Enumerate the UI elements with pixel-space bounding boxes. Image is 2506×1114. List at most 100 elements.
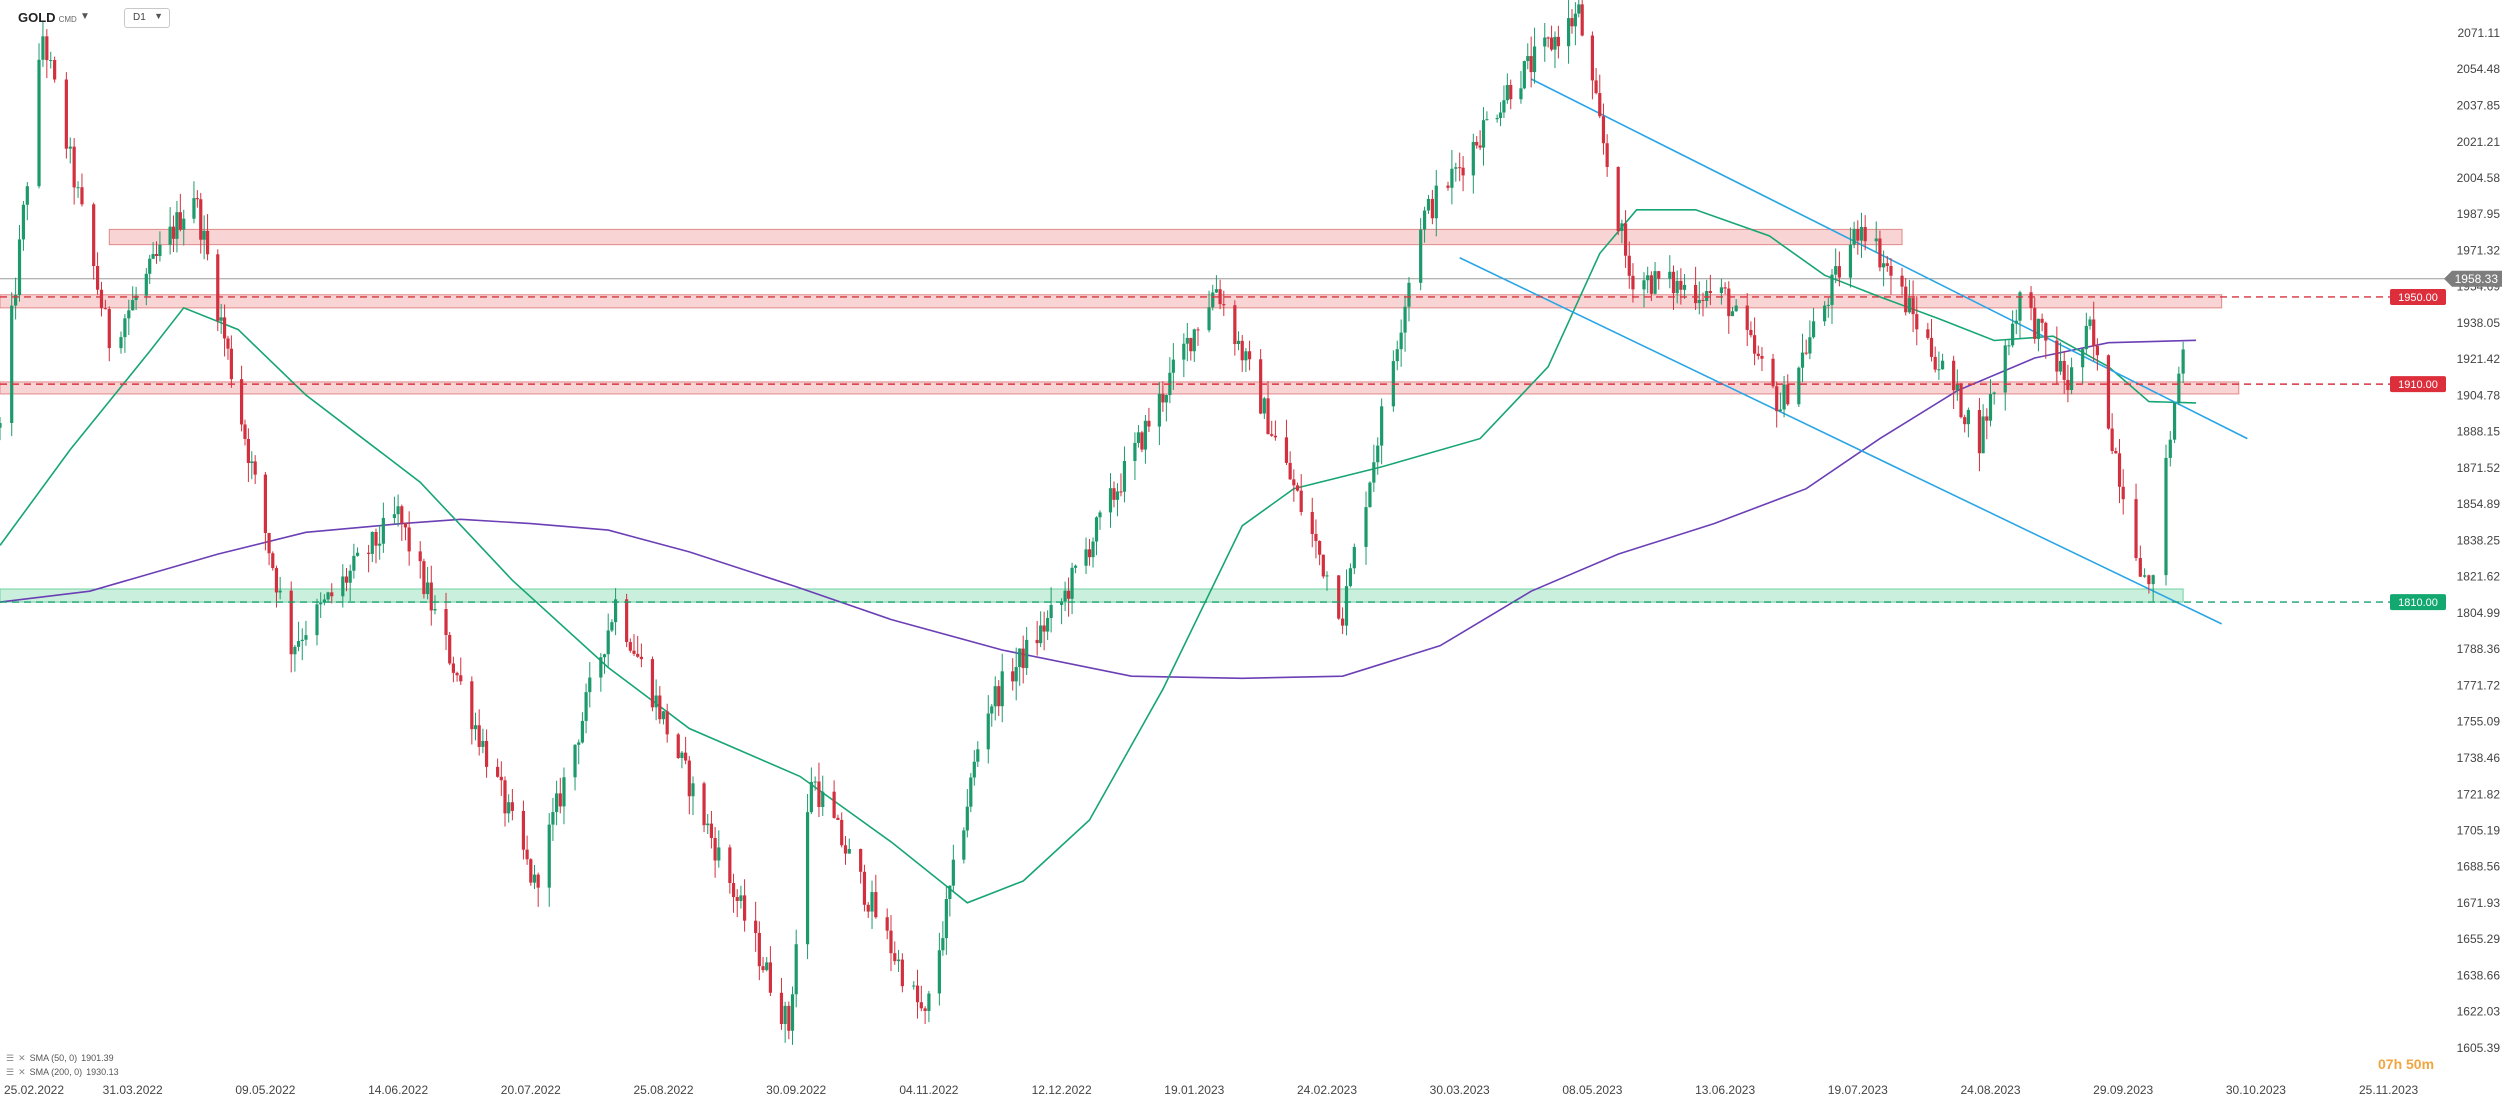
candle (1021, 648, 1025, 669)
candle (1882, 263, 1886, 268)
legend-row-sma50[interactable]: ☰ ✕ SMA (50, 0) 1901.39 (6, 1051, 119, 1065)
candle (1900, 275, 1904, 287)
candle (599, 657, 603, 678)
candle (1543, 37, 1547, 47)
candle (1140, 432, 1144, 450)
candle (470, 681, 474, 730)
y-tick-label: 2037.85 (2457, 98, 2501, 112)
candle (562, 777, 566, 807)
candle (1098, 512, 1102, 518)
candle (1295, 485, 1300, 491)
candle (821, 791, 825, 807)
candle (319, 602, 323, 605)
candle (1826, 304, 1830, 306)
candle (2134, 499, 2138, 559)
candle (326, 592, 330, 600)
candle (1207, 307, 1211, 331)
timeframe-select[interactable]: D1 ▼ (124, 8, 170, 28)
candle (2069, 367, 2074, 391)
candle (658, 695, 662, 720)
candle (2081, 349, 2085, 368)
candle (407, 527, 411, 552)
candle (709, 823, 714, 838)
candle (496, 766, 500, 777)
candle (148, 258, 152, 274)
indicator-settings-icon[interactable]: ☰ (6, 1066, 15, 1077)
candle (1407, 282, 1411, 307)
close-icon[interactable]: ✕ (18, 1066, 26, 1077)
candle (680, 752, 684, 759)
candle (72, 146, 76, 188)
candle (1399, 332, 1403, 350)
candle (1797, 367, 1801, 405)
candle (271, 553, 275, 569)
candle (127, 310, 131, 319)
y-tick-label: 1721.82 (2457, 787, 2501, 801)
candle (1292, 479, 1296, 486)
candle (1341, 618, 1345, 626)
candle (1577, 4, 1581, 14)
candle (168, 226, 172, 245)
candle (1723, 287, 1727, 289)
candle (1070, 567, 1074, 599)
candle (473, 725, 478, 730)
candle (1911, 298, 1915, 315)
candle (1904, 286, 1908, 313)
symbol-dropdown-icon[interactable]: ▼ (80, 11, 90, 22)
candle (1192, 329, 1196, 352)
candle (503, 780, 507, 814)
candle (613, 599, 618, 623)
candle (25, 186, 29, 205)
candle (45, 36, 49, 61)
candle (202, 230, 206, 240)
trendline (1459, 256, 2223, 625)
candle (1122, 460, 1127, 492)
close-icon[interactable]: ✕ (18, 1052, 26, 1063)
candle (580, 720, 585, 743)
candle (1519, 88, 1523, 100)
candle (355, 552, 360, 556)
candle (948, 885, 952, 899)
candle (602, 654, 607, 658)
candle (1049, 604, 1053, 619)
candle (1084, 549, 1088, 566)
x-tick-label: 24.02.2023 (1297, 1083, 1357, 1097)
candle (246, 438, 250, 464)
candle (870, 892, 874, 912)
indicator-settings-icon[interactable]: ☰ (6, 1052, 15, 1063)
indicator-legend: ☰ ✕ SMA (50, 0) 1901.39 ☰ ✕ SMA (200, 0)… (6, 1051, 119, 1079)
candle (158, 244, 162, 256)
candle (278, 590, 282, 593)
candle (1422, 210, 1427, 230)
candle (1937, 369, 1941, 371)
candle (676, 734, 680, 759)
x-tick-label: 04.11.2022 (899, 1083, 958, 1097)
candle (1566, 18, 1571, 47)
candle (739, 895, 743, 901)
candle (37, 59, 41, 187)
candle (274, 568, 279, 593)
candle (1014, 667, 1018, 682)
candle (536, 874, 540, 888)
candle (1348, 568, 1353, 587)
x-tick-label: 09.05.2022 (235, 1083, 295, 1097)
candle (1222, 304, 1226, 306)
candle (1952, 360, 1956, 391)
candle (986, 713, 990, 750)
candle (107, 309, 111, 349)
candle (239, 379, 244, 425)
resistance-zone (108, 228, 1903, 246)
candle (507, 802, 511, 814)
candle (1314, 533, 1318, 541)
x-tick-label: 25.11.2023 (2359, 1083, 2418, 1097)
candle (1694, 284, 1698, 304)
candle (1066, 590, 1071, 599)
candle (134, 295, 138, 301)
candle (131, 300, 135, 311)
candle (713, 837, 717, 861)
legend-row-sma200[interactable]: ☰ ✕ SMA (200, 0) 1930.13 (6, 1065, 119, 1079)
symbol-selector[interactable]: GOLD CMD (18, 10, 77, 25)
candle (1368, 482, 1372, 508)
